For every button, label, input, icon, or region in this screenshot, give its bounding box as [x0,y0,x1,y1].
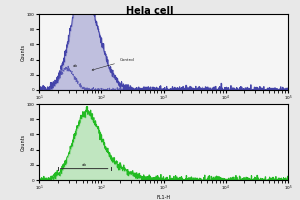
Y-axis label: Counts: Counts [21,43,26,61]
Y-axis label: Counts: Counts [21,133,26,151]
Text: Hela cell: Hela cell [126,6,174,16]
X-axis label: FL1-H: FL1-H [156,105,171,110]
Text: Control: Control [92,58,135,70]
X-axis label: FL1-H: FL1-H [156,195,171,200]
Text: ab: ab [73,64,78,68]
Text: ab: ab [82,163,87,167]
